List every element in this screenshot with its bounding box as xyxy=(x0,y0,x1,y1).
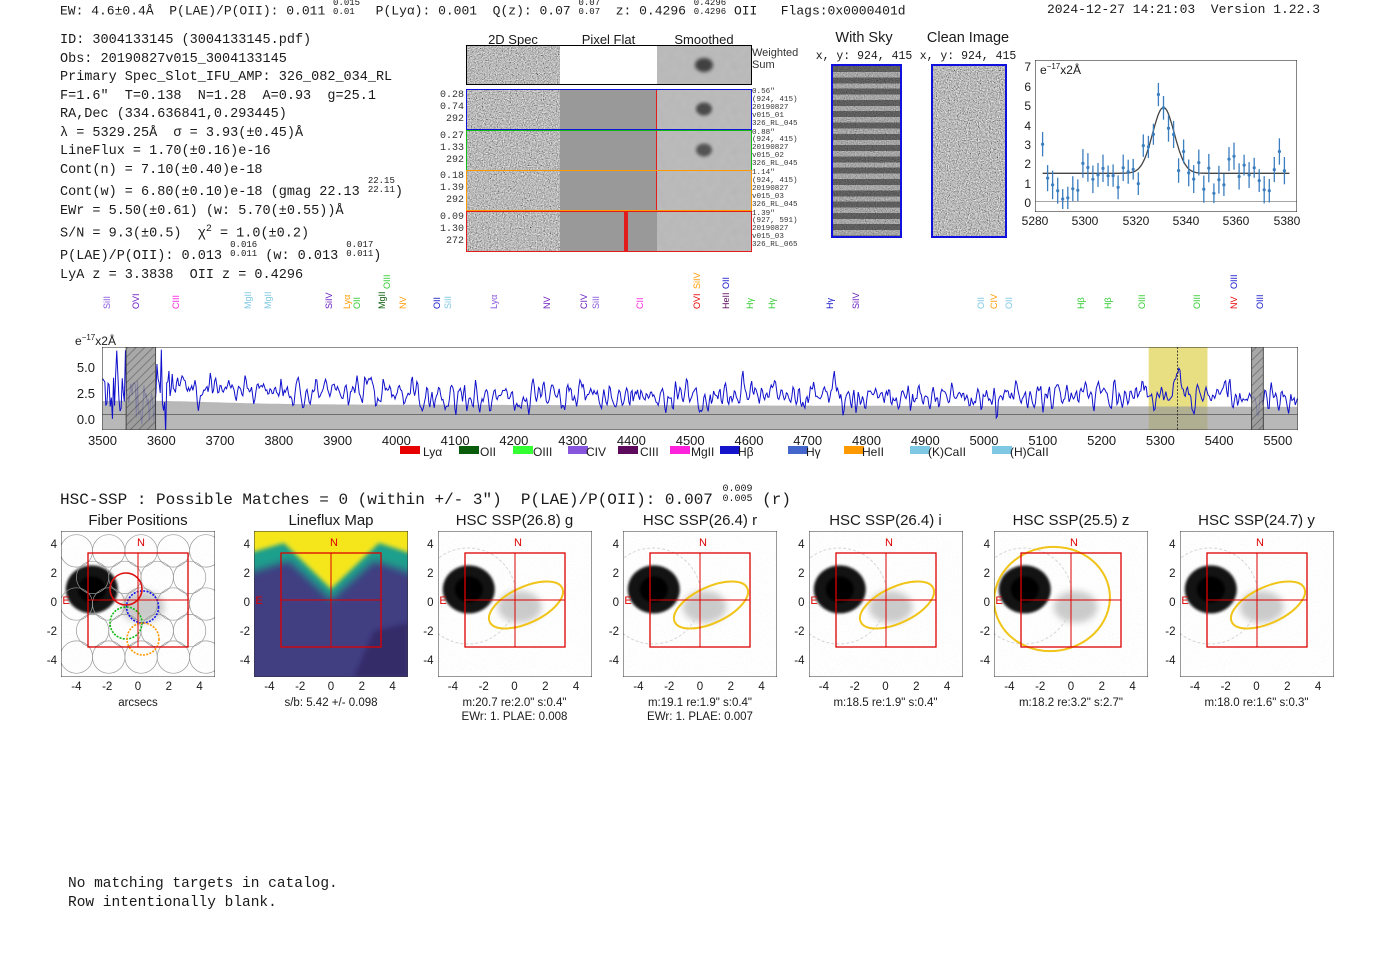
svg-text:N: N xyxy=(1256,537,1264,549)
svg-text:N: N xyxy=(885,537,893,549)
svg-text:N: N xyxy=(514,537,522,549)
svg-text:N: N xyxy=(1070,537,1078,549)
svg-text:E: E xyxy=(1181,595,1188,607)
svg-text:E: E xyxy=(62,595,69,607)
svg-text:E: E xyxy=(995,595,1002,607)
svg-text:E: E xyxy=(439,595,446,607)
svg-text:N: N xyxy=(137,537,145,549)
svg-text:N: N xyxy=(699,537,707,549)
svg-text:E: E xyxy=(255,595,262,607)
svg-text:E: E xyxy=(624,595,631,607)
svg-text:E: E xyxy=(810,595,817,607)
svg-text:N: N xyxy=(330,537,338,549)
